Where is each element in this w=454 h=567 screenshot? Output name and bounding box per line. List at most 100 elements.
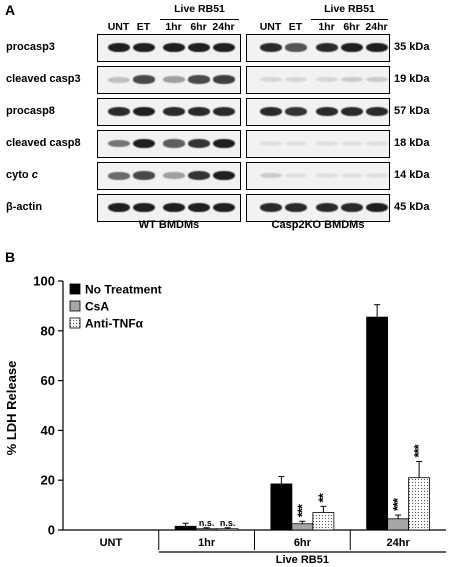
bar-1hr-1 [195, 528, 218, 531]
band [285, 172, 307, 179]
band [316, 76, 338, 83]
band [366, 140, 388, 147]
significance-label: n.s. [199, 518, 215, 528]
blot-strip-ko-3 [246, 130, 390, 158]
band [133, 42, 155, 53]
band [133, 75, 155, 84]
blot-strip-wt-2 [97, 98, 241, 126]
x-tick-label: UNT [100, 537, 123, 549]
chart-x-labels: UNT 1hr 6hr 24hr Live RB51 [100, 537, 411, 566]
lane-label-wt-2: 1hr [165, 21, 182, 33]
blot-strip-ko-5 [246, 194, 390, 222]
band [285, 202, 307, 213]
kda-label-3: 18 kDa [394, 137, 430, 149]
band [341, 106, 363, 117]
lane-label-wt-1: ET [136, 21, 151, 33]
band [163, 139, 185, 148]
row-label-4: cyto c [6, 169, 38, 181]
condition-label-ko: Live RB51 [324, 3, 375, 15]
band [188, 106, 210, 117]
legend-swatch [69, 283, 81, 295]
legend-label: No Treatment [85, 283, 162, 297]
band [108, 76, 130, 83]
y-axis-label: % LDH Release [4, 361, 19, 456]
band [341, 202, 363, 213]
bar-1hr-0 [174, 525, 197, 531]
band [316, 140, 338, 147]
lane-label-wt-0: UNT [107, 21, 130, 33]
band [108, 171, 130, 180]
band [285, 140, 307, 147]
blot-strip-wt-5 [97, 194, 241, 222]
band [366, 76, 388, 83]
band [188, 42, 210, 53]
blot-strip-wt-4 [97, 162, 241, 190]
x-tick-label: 1hr [198, 537, 216, 549]
band [213, 138, 235, 149]
y-tick-label: 80 [41, 323, 55, 338]
band [188, 170, 210, 181]
bar-24hr-1 [387, 518, 410, 531]
row-label-2: procasp8 [6, 105, 55, 117]
blot-strip-ko-0 [246, 34, 390, 62]
lane-label-wt-4: 24hr [212, 21, 235, 33]
band [133, 202, 155, 213]
legend-swatch [69, 317, 81, 329]
lane-label-ko-3: 6hr [343, 21, 360, 33]
bar-6hr-0 [270, 483, 293, 531]
band [213, 202, 235, 213]
lane-label-ko-1: ET [288, 21, 303, 33]
significance-label: *** [411, 443, 426, 457]
blot-strip-ko-2 [246, 98, 390, 126]
significance-label: ** [315, 492, 330, 502]
band [163, 172, 185, 179]
band [163, 202, 185, 213]
band [188, 202, 210, 213]
band [341, 172, 363, 179]
row-label-0: procasp3 [6, 41, 55, 53]
band [285, 106, 307, 117]
band [366, 106, 388, 117]
band [108, 202, 130, 213]
blot-strip-wt-1 [97, 66, 241, 94]
panel-b-letter: B [5, 249, 16, 265]
bar-6hr-2 [312, 512, 335, 531]
band [260, 140, 282, 147]
band [316, 106, 338, 117]
band [316, 172, 338, 179]
row-label-main: cyto [6, 169, 32, 181]
group-label-wt: WT BMDMs [138, 219, 200, 231]
band [285, 43, 307, 52]
y-tick-label: 20 [41, 473, 55, 488]
band [213, 170, 235, 181]
row-label-1: cleaved casp3 [6, 73, 81, 85]
y-tick-label: 0 [48, 523, 55, 538]
band [133, 138, 155, 149]
band [163, 76, 185, 83]
band [260, 202, 282, 213]
kda-label-4: 14 kDa [394, 169, 430, 181]
band [285, 76, 307, 83]
blot-strip-ko-1 [246, 66, 390, 94]
lane-label-ko-4: 24hr [365, 21, 388, 33]
band [108, 42, 130, 53]
band [341, 76, 363, 83]
legend-swatch [69, 300, 81, 312]
bar-1hr-2 [216, 528, 239, 531]
lane-label-ko-2: 1hr [318, 21, 335, 33]
band [163, 42, 185, 53]
band [108, 106, 130, 117]
band [341, 140, 363, 147]
band [188, 75, 210, 84]
band [366, 202, 388, 213]
kda-label-1: 19 kDa [394, 73, 430, 85]
band [260, 172, 282, 179]
band [260, 106, 282, 117]
band [163, 106, 185, 117]
group-label: Live RB51 [276, 554, 329, 566]
row-label-3: cleaved casp8 [6, 137, 81, 149]
band [133, 171, 155, 180]
group-label-ko: Casp2KO BMDMs [271, 219, 365, 231]
bar-6hr-1 [291, 523, 314, 531]
